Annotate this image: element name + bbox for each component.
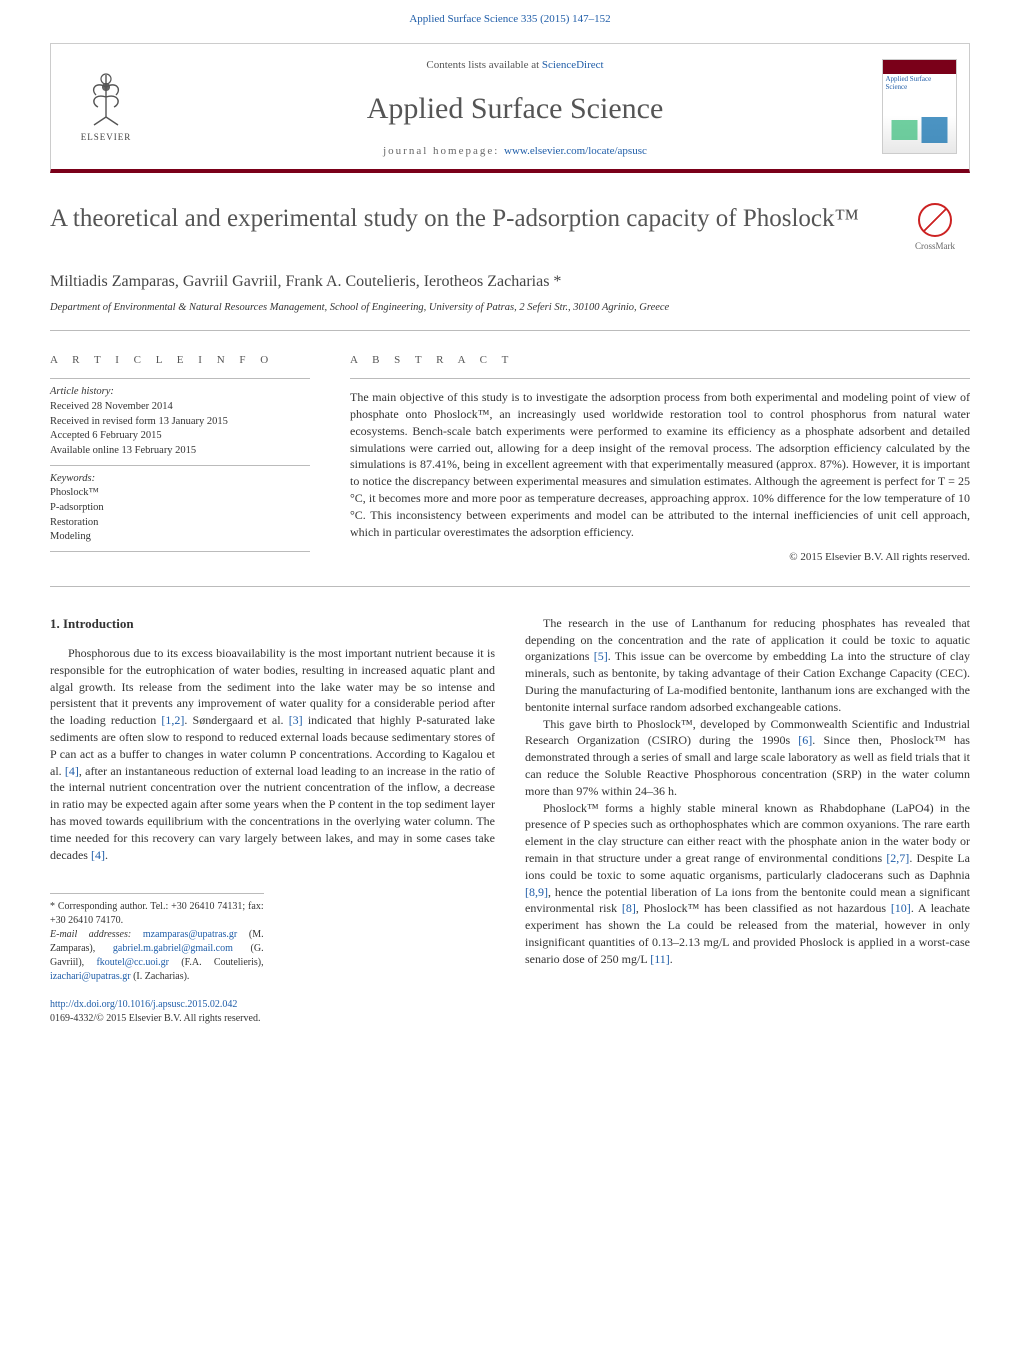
doi-link[interactable]: http://dx.doi.org/10.1016/j.apsusc.2015.… [50, 999, 237, 1010]
keywords-label: Keywords: [50, 472, 310, 487]
citation-ref[interactable]: [8] [622, 901, 636, 915]
email-link[interactable]: izachari@upatras.gr [50, 971, 131, 982]
body-paragraph: Phoslock™ forms a highly stable mineral … [525, 800, 970, 968]
left-column: 1. Introduction Phosphorous due to its e… [50, 615, 495, 985]
abstract-heading: A B S T R A C T [350, 353, 970, 368]
keyword: P-adsorption [50, 501, 310, 516]
crossmark-icon [918, 203, 952, 237]
citation-ref[interactable]: [10] [891, 901, 911, 915]
citation-ref[interactable]: [3] [289, 713, 303, 727]
header-center: Contents lists available at ScienceDirec… [161, 44, 869, 169]
keyword: Phoslock™ [50, 486, 310, 501]
history-label: Article history: [50, 385, 310, 400]
journal-header: ELSEVIER Contents lists available at Sci… [50, 43, 970, 173]
email-link[interactable]: fkoutel@cc.uoi.gr [96, 957, 169, 968]
corresponding-note: * Corresponding author. Tel.: +30 26410 … [50, 900, 264, 928]
publisher-name: ELSEVIER [81, 131, 132, 144]
footnotes: * Corresponding author. Tel.: +30 26410 … [50, 893, 264, 984]
publisher-logo-cell: ELSEVIER [51, 44, 161, 169]
citation-ref[interactable]: [4] [65, 764, 79, 778]
doi-block: http://dx.doi.org/10.1016/j.apsusc.2015.… [50, 998, 970, 1026]
abstract-text: The main objective of this study is to i… [350, 389, 970, 540]
email-label: E-mail addresses: [50, 929, 143, 940]
homepage-link[interactable]: www.elsevier.com/locate/apsusc [504, 145, 647, 157]
keyword: Restoration [50, 516, 310, 531]
history-revised: Received in revised form 13 January 2015 [50, 415, 310, 430]
journal-cover-thumb: Applied Surface Science [882, 59, 957, 154]
article-title: A theoretical and experimental study on … [50, 203, 880, 234]
authors: Miltiadis Zamparas, Gavriil Gavriil, Fra… [50, 271, 970, 293]
contents-prefix: Contents lists available at [426, 59, 541, 71]
citation-ref[interactable]: [1,2] [161, 713, 184, 727]
issn-line: 0169-4332/© 2015 Elsevier B.V. All right… [50, 1013, 260, 1024]
journal-name: Applied Surface Science [171, 88, 859, 130]
emails-line: E-mail addresses: mzamparas@upatras.gr (… [50, 928, 264, 984]
body-paragraph: This gave birth to Phoslock™, developed … [525, 716, 970, 800]
intro-heading: 1. Introduction [50, 615, 495, 633]
citation-ref[interactable]: [6] [798, 733, 812, 747]
article-block: A theoretical and experimental study on … [50, 203, 970, 984]
keyword: Modeling [50, 530, 310, 545]
cover-graphic [889, 115, 950, 145]
sciencedirect-link[interactable]: ScienceDirect [542, 59, 604, 71]
elsevier-logo: ELSEVIER [66, 62, 146, 152]
citation-ref[interactable]: [8,9] [525, 885, 548, 899]
homepage-line: journal homepage: www.elsevier.com/locat… [171, 144, 859, 159]
citation-ref[interactable]: [11] [650, 952, 670, 966]
email-link[interactable]: mzamparas@upatras.gr [143, 929, 237, 940]
email-who: (I. Zacharias). [131, 971, 190, 982]
email-who: (F.A. Coutelieris), [169, 957, 264, 968]
abstract-col: A B S T R A C T The main objective of th… [350, 353, 970, 566]
crossmark-badge[interactable]: CrossMark [900, 203, 970, 253]
affiliation: Department of Environmental & Natural Re… [50, 301, 970, 331]
info-heading: A R T I C L E I N F O [50, 353, 310, 368]
contents-line: Contents lists available at ScienceDirec… [171, 58, 859, 73]
body-columns: 1. Introduction Phosphorous due to its e… [50, 615, 970, 985]
body-paragraph: The research in the use of Lanthanum for… [525, 615, 970, 716]
history-accepted: Accepted 6 February 2015 [50, 429, 310, 444]
citation-ref[interactable]: [4] [91, 848, 105, 862]
citation-ref[interactable]: [2,7] [886, 851, 909, 865]
cover-band [883, 60, 956, 74]
elsevier-tree-icon [76, 69, 136, 129]
running-citation: Applied Surface Science 335 (2015) 147–1… [0, 0, 1020, 35]
abstract-copyright: © 2015 Elsevier B.V. All rights reserved… [350, 550, 970, 565]
article-info-col: A R T I C L E I N F O Article history: R… [50, 353, 310, 566]
right-column: The research in the use of Lanthanum for… [525, 615, 970, 985]
citation-ref[interactable]: [5] [594, 649, 608, 663]
history-received: Received 28 November 2014 [50, 400, 310, 415]
email-link[interactable]: gabriel.m.gabriel@gmail.com [113, 943, 233, 954]
cover-cell: Applied Surface Science [869, 44, 969, 169]
info-abstract-row: A R T I C L E I N F O Article history: R… [50, 353, 970, 587]
homepage-prefix: journal homepage: [383, 145, 504, 157]
cover-title: Applied Surface Science [883, 74, 956, 93]
history-online: Available online 13 February 2015 [50, 444, 310, 459]
crossmark-label: CrossMark [915, 241, 955, 251]
body-paragraph: Phosphorous due to its excess bioavailab… [50, 645, 495, 863]
title-row: A theoretical and experimental study on … [50, 203, 970, 253]
